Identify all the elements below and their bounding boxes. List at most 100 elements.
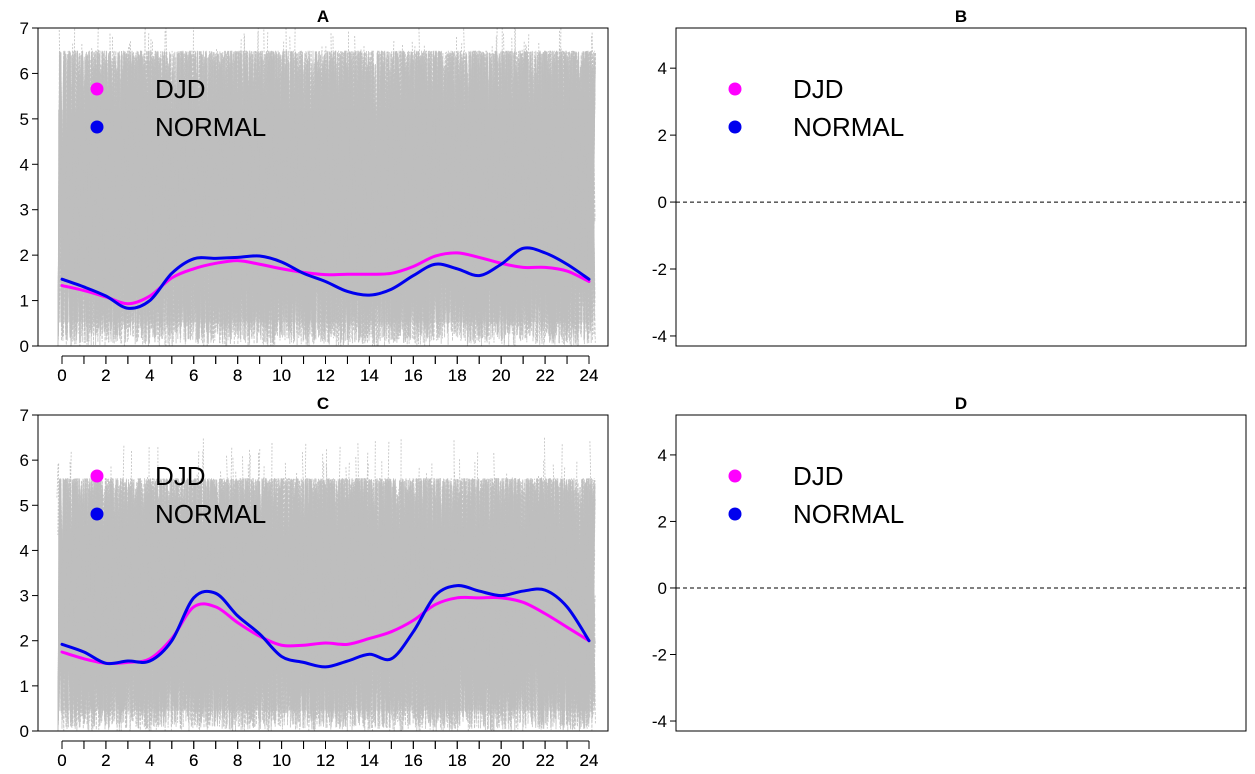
panel-title: B: [955, 7, 967, 26]
x-tick-label: 0: [57, 751, 66, 770]
x-tick-label: 20: [492, 366, 511, 385]
x-tick-label: 12: [316, 751, 335, 770]
x-tick-label: 18: [448, 751, 467, 770]
plot-frame: [675, 414, 1247, 732]
x-tick-label: 8: [233, 751, 242, 770]
y-tick-label: -2: [652, 645, 667, 664]
x-tick-label: 2: [101, 366, 110, 385]
x-tick-label: 22: [536, 366, 555, 385]
x-tick-label: 6: [189, 366, 198, 385]
legend-label-djd: DJD: [155, 74, 206, 104]
x-tick-label: 6: [189, 366, 198, 385]
y-tick-label: 3: [20, 587, 29, 606]
y-tick-label: 0: [658, 579, 667, 598]
panel-title: A: [317, 7, 329, 26]
series-line-djd: [60, 595, 591, 666]
x-tick-label: 2: [101, 751, 110, 770]
legend-label-djd: DJD: [793, 74, 844, 104]
panel-title: D: [955, 394, 967, 413]
legend: DJD NORMAL: [90, 74, 266, 142]
y-tick-label: 0: [20, 722, 29, 741]
y-tick-label: 4: [20, 541, 29, 560]
x-tick-label: 6: [189, 751, 198, 770]
legend-label-normal: NORMAL: [155, 112, 266, 142]
y-tick-label: 0: [658, 193, 667, 212]
x-tick-label: 4: [145, 751, 154, 770]
y-tick-label: 4: [658, 446, 667, 465]
x-tick-label: 12: [316, 366, 335, 385]
x-tick-label: 4: [145, 751, 154, 770]
y-tick-label: 5: [20, 496, 29, 515]
y-tick-label: 7: [20, 406, 29, 425]
legend-marker-djd: [728, 469, 742, 483]
y-tick-label: 2: [658, 126, 667, 145]
x-tick-label: 20: [492, 751, 511, 770]
y-tick-label: 7: [20, 19, 29, 38]
x-tick-label: 0: [57, 751, 66, 770]
x-tick-label: 14: [360, 366, 379, 385]
x-tick-label: 8: [233, 366, 242, 385]
x-tick-label: 10: [272, 751, 291, 770]
x-tick-label: 0: [57, 366, 66, 385]
x-tick-label: 24: [580, 366, 599, 385]
series-line-normal: [60, 584, 591, 669]
x-tick-label: 14: [360, 751, 379, 770]
background-traces: [57, 28, 596, 346]
legend: DJD NORMAL: [728, 461, 904, 529]
x-tick-label: 2: [101, 366, 110, 385]
x-tick-label: 24: [580, 366, 599, 385]
x-tick-label: 22: [536, 751, 555, 770]
x-tick-label: 18: [448, 366, 467, 385]
x-tick-label: 14: [360, 751, 379, 770]
legend-marker-normal: [90, 120, 104, 134]
legend-label-normal: NORMAL: [155, 499, 266, 529]
legend-marker-djd: [728, 82, 742, 96]
x-tick-label: 22: [536, 751, 555, 770]
y-tick-label: -4: [652, 327, 667, 346]
y-tick-label: 2: [658, 512, 667, 531]
legend-marker-djd: [90, 469, 104, 483]
background-traces: [56, 437, 596, 731]
y-tick-label: 6: [20, 64, 29, 83]
y-tick-label: 0: [20, 337, 29, 356]
legend-label-normal: NORMAL: [793, 499, 904, 529]
x-tick-label: 18: [448, 366, 467, 385]
x-tick-label: 18: [448, 751, 467, 770]
x-tick-label: 2: [101, 751, 110, 770]
x-tick-label: 8: [233, 366, 242, 385]
legend-label-djd: DJD: [793, 461, 844, 491]
x-tick-label: 4: [145, 366, 154, 385]
x-tick-label: 16: [404, 751, 423, 770]
x-tick-label: 10: [272, 366, 291, 385]
y-tick-label: 4: [658, 59, 667, 78]
x-tick-label: 24: [580, 751, 599, 770]
x-tick-label: 0: [57, 366, 66, 385]
x-tick-label: 22: [536, 366, 555, 385]
legend: DJD NORMAL: [728, 74, 904, 142]
x-tick-label: 14: [360, 366, 379, 385]
x-tick-label: 16: [404, 366, 423, 385]
x-tick-label: 8: [233, 751, 242, 770]
y-tick-label: 1: [20, 677, 29, 696]
x-tick-label: 6: [189, 751, 198, 770]
x-tick-label: 16: [404, 751, 423, 770]
series-line-normal: [60, 246, 591, 310]
y-tick-label: 5: [20, 110, 29, 129]
y-tick-label: -4: [652, 712, 667, 731]
legend-marker-normal: [90, 507, 104, 521]
y-tick-label: 6: [20, 451, 29, 470]
legend-marker-normal: [728, 120, 742, 134]
x-tick-label: 24: [580, 751, 599, 770]
x-tick-label: 20: [492, 366, 511, 385]
y-tick-label: 1: [20, 292, 29, 311]
y-tick-label: 3: [20, 201, 29, 220]
legend-label-djd: DJD: [155, 461, 206, 491]
x-tick-label: 10: [272, 751, 291, 770]
x-tick-label: 10: [272, 366, 291, 385]
legend: DJD NORMAL: [90, 461, 266, 529]
